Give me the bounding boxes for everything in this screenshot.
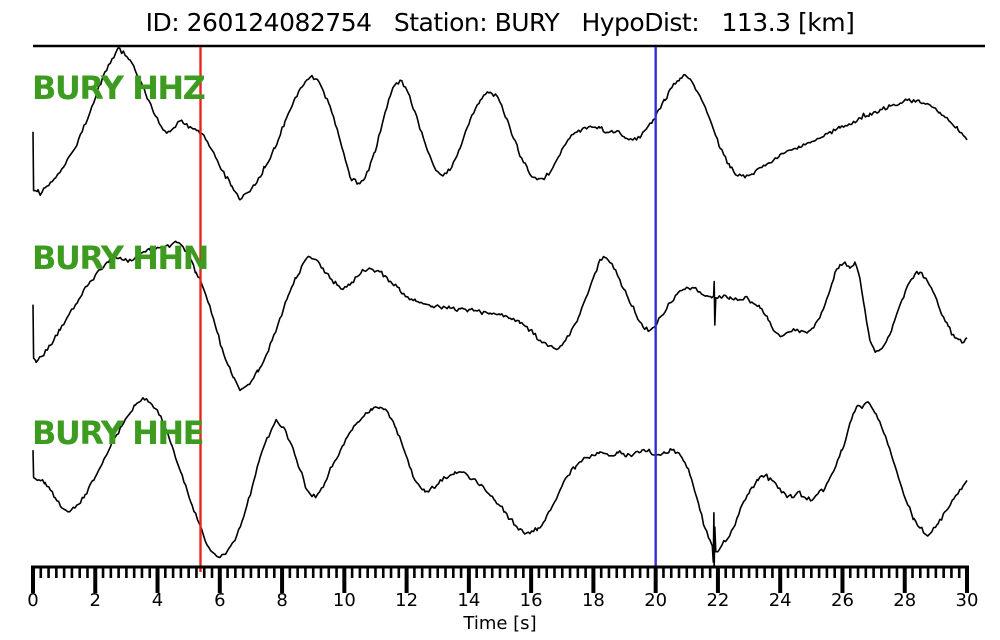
x-tick-label: 22: [706, 590, 730, 611]
x-axis-title: Time [s]: [463, 613, 537, 634]
x-tick-label: 4: [151, 590, 164, 611]
channel-label-hhz: BURY HHZ: [32, 69, 206, 107]
trace-hhe: [32, 397, 968, 568]
x-tick-label: 0: [27, 590, 39, 611]
plot-title: ID: 260124082754 Station: BURY HypoDist:…: [145, 8, 855, 37]
x-tick-label: 16: [519, 590, 543, 611]
x-tick-label: 8: [276, 590, 288, 611]
x-tick-label: 26: [831, 590, 854, 611]
trace-hhn: [32, 240, 968, 392]
channel-label-hhe: BURY HHE: [32, 414, 205, 452]
x-tick-label: 28: [893, 590, 917, 611]
x-tick-label: 6: [214, 590, 226, 611]
trace-hhz: [32, 47, 968, 201]
x-tick-label: 2: [89, 590, 101, 611]
x-tick-label: 24: [768, 590, 792, 611]
x-tick-label: 20: [644, 590, 668, 611]
x-tick-label: 12: [395, 590, 419, 611]
x-tick-label: 30: [955, 590, 979, 611]
x-tick-label: 14: [457, 590, 481, 611]
x-tick-label: 18: [581, 590, 605, 611]
channel-label-hhn: BURY HHN: [32, 239, 209, 277]
x-tick-label: 10: [332, 590, 356, 611]
